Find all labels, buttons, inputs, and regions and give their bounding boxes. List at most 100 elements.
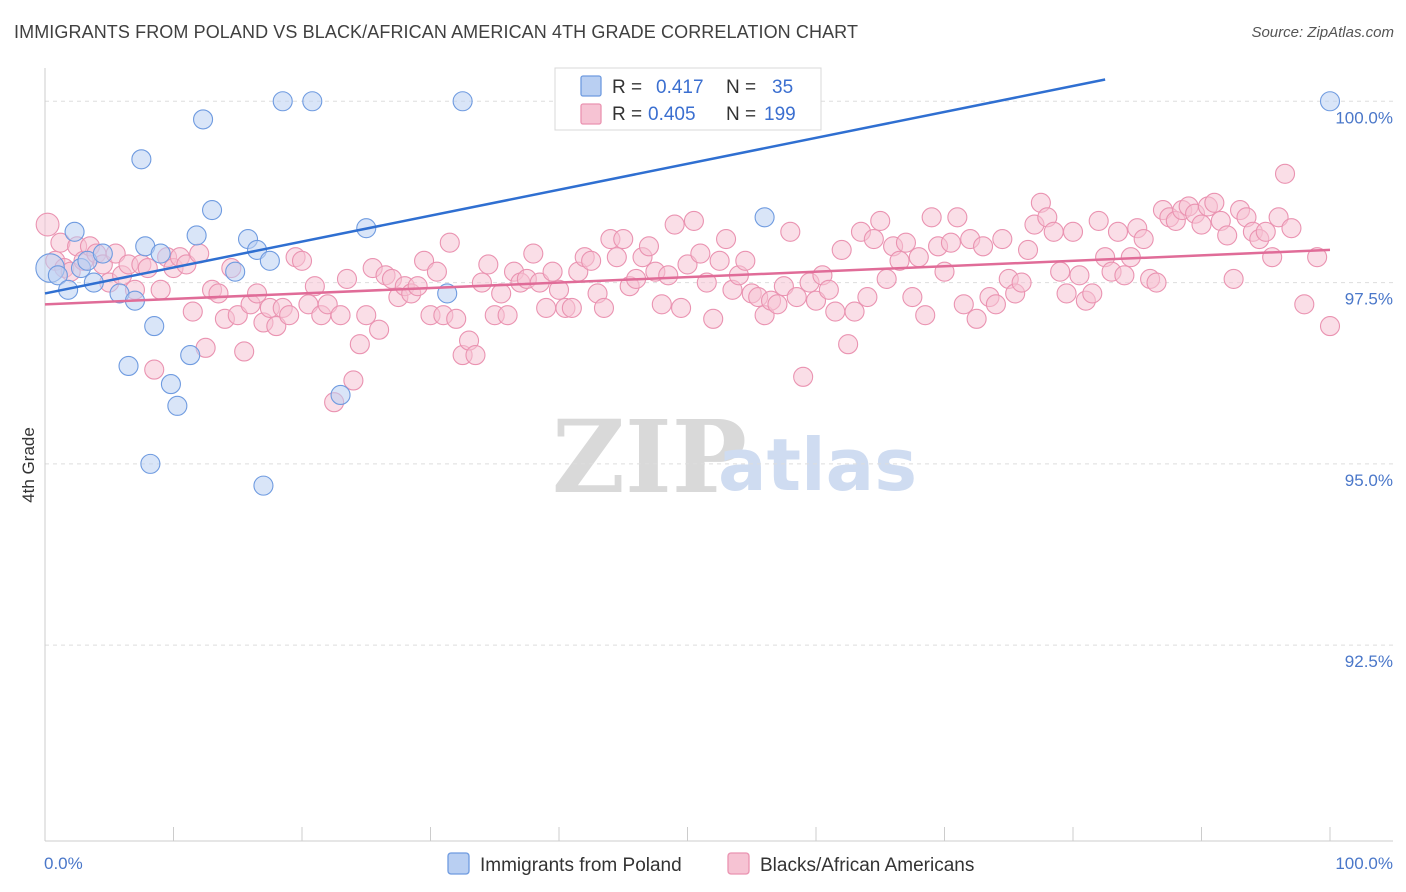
trend-line-poland — [44, 78, 1106, 295]
bottom-legend-swatch-blue — [447, 852, 470, 875]
black-aa-point-23 — [182, 301, 203, 322]
poland-point-28 — [302, 91, 323, 112]
black-aa-point-76 — [523, 243, 544, 264]
black-aa-point-143 — [953, 294, 974, 315]
poland-point-17 — [167, 395, 188, 416]
bottom-legend-label-poland: Immigrants from Poland — [480, 855, 682, 876]
y-tick-label-2: 97.5% — [1345, 290, 1393, 309]
series-immigrants-from-poland — [35, 91, 1341, 496]
watermark-atlas: atlas — [718, 423, 917, 507]
poland-point-29 — [330, 384, 351, 406]
black-aa-point-58 — [407, 276, 428, 297]
black-aa-point-130 — [870, 210, 891, 231]
black-aa-point-173 — [1146, 272, 1167, 293]
black-aa-point-180 — [1191, 214, 1212, 235]
black-aa-point-17 — [144, 359, 165, 380]
black-aa-point-102 — [690, 243, 711, 264]
black-aa-point-94 — [638, 236, 660, 257]
black-aa-point-195 — [1294, 294, 1315, 315]
poland-point-34 — [1319, 91, 1341, 112]
black-aa-point-120 — [805, 290, 827, 311]
black-aa-point-149 — [992, 229, 1013, 250]
black-aa-point-133 — [889, 250, 910, 271]
y-tick-label-3: 100.0% — [1335, 108, 1393, 127]
black-aa-point-153 — [1017, 239, 1039, 260]
black-aa-point-31 — [234, 341, 255, 362]
chart-title: IMMIGRANTS FROM POLAND VS BLACK/AFRICAN … — [14, 22, 859, 42]
black-aa-point-27 — [208, 283, 229, 304]
black-aa-point-116 — [780, 221, 801, 242]
black-aa-point-18 — [150, 279, 171, 300]
black-aa-point-197 — [1319, 316, 1341, 337]
black-aa-point-67 — [465, 345, 486, 366]
black-aa-point-82 — [561, 297, 582, 319]
black-aa-point-184 — [1217, 225, 1238, 246]
legend-n-label-2: N = — [726, 104, 756, 125]
gridlines — [45, 100, 1393, 646]
black-aa-point-104 — [703, 308, 724, 329]
black-aa-point-50 — [356, 305, 377, 326]
black-aa-point-97 — [658, 265, 679, 286]
black-aa-point-182 — [1204, 192, 1225, 213]
black-aa-point-47 — [336, 268, 358, 289]
poland-point-14 — [144, 316, 165, 337]
black-aa-point-40 — [291, 250, 313, 271]
series-blacks-african-americans — [35, 163, 1341, 413]
black-aa-point-109 — [735, 250, 756, 271]
poland-point-25 — [253, 475, 274, 496]
poland-point-11 — [131, 149, 152, 170]
poland-point-33 — [754, 207, 775, 228]
y-tick-label-1: 95.0% — [1345, 471, 1393, 490]
poland-point-3 — [64, 221, 85, 242]
black-aa-point-163 — [1082, 283, 1103, 304]
black-aa-point-105 — [709, 250, 730, 271]
axes — [44, 68, 1393, 842]
poland-point-27 — [272, 91, 293, 112]
black-aa-point-61 — [426, 261, 447, 282]
black-aa-point-157 — [1043, 221, 1064, 242]
trend-line-black-aa — [44, 248, 1331, 306]
black-aa-point-115 — [773, 276, 794, 297]
black-aa-point-90 — [613, 229, 634, 250]
legend-r-value-1: 0.417 — [656, 77, 704, 98]
black-aa-point-168 — [1114, 265, 1135, 286]
black-aa-point-145 — [966, 308, 987, 329]
black-aa-point-137 — [915, 305, 936, 326]
black-aa-point-63 — [439, 232, 460, 253]
black-aa-point-159 — [1056, 283, 1077, 304]
black-aa-point-68 — [471, 272, 492, 293]
black-aa-point-85 — [581, 250, 602, 271]
black-aa-point-152 — [1011, 272, 1032, 293]
x-tick-label-0: 0.0% — [44, 854, 83, 873]
black-aa-point-78 — [536, 297, 557, 319]
watermark-zip: ZIP — [552, 398, 747, 516]
poland-point-26 — [259, 250, 280, 271]
legend-n-label-1: N = — [726, 77, 756, 98]
poland-point-22 — [225, 261, 246, 282]
legend-n-value-1: 35 — [772, 77, 793, 98]
black-aa-point-38 — [279, 305, 300, 326]
black-aa-point-128 — [857, 287, 878, 308]
poland-point-16 — [160, 374, 181, 395]
y-axis-label: 4th Grade — [19, 427, 38, 503]
poland-point-19 — [186, 225, 207, 246]
black-aa-point-98 — [664, 214, 685, 235]
black-aa-point-126 — [844, 301, 865, 322]
bottom-legend-swatch-pink — [727, 852, 750, 875]
black-aa-point-46 — [330, 305, 351, 326]
black-aa-point-122 — [818, 279, 839, 300]
black-aa-point-161 — [1069, 265, 1090, 286]
black-aa-point-59 — [414, 250, 435, 271]
black-aa-point-131 — [876, 268, 897, 289]
black-aa-point-160 — [1062, 221, 1084, 242]
poland-point-20 — [193, 109, 214, 130]
black-aa-point-193 — [1274, 163, 1296, 184]
black-aa-point-52 — [369, 319, 390, 340]
black-aa-point-118 — [793, 366, 814, 387]
stats-legend: R = 0.417 N = 35 R = 0.405 N = 199 — [554, 67, 822, 131]
black-aa-point-192 — [1268, 207, 1289, 228]
black-aa-point-64 — [446, 308, 467, 329]
black-aa-point-72 — [497, 305, 518, 326]
y-tick-labels: 92.5% 95.0% 97.5% 100.0% — [1335, 108, 1393, 671]
black-aa-point-103 — [696, 272, 717, 293]
